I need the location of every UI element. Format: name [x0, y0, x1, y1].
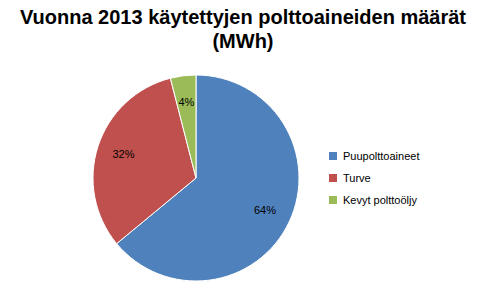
title-line: (MWh)	[212, 30, 273, 52]
data-labels: 64% 32% 4%	[112, 96, 276, 216]
legend-label: Kevyt polttoöljy	[343, 194, 417, 206]
chart-svg: Vuonna 2013 käytettyjen polttoaineiden m…	[0, 0, 486, 297]
data-label: 64%	[254, 204, 276, 216]
legend-label: Turve	[343, 172, 371, 184]
legend-label: Puupolttoaineet	[343, 150, 419, 162]
chart-container: Vuonna 2013 käytettyjen polttoaineiden m…	[0, 0, 486, 297]
pie-slice	[170, 75, 196, 178]
data-label: 32%	[112, 148, 134, 160]
title-line: Vuonna 2013 käytettyjen polttoaineiden m…	[20, 6, 466, 28]
legend-swatch	[329, 174, 337, 182]
chart-title: Vuonna 2013 käytettyjen polttoaineiden m…	[20, 6, 466, 52]
legend-swatch	[329, 152, 337, 160]
background	[0, 0, 486, 297]
pie	[93, 75, 299, 281]
pie-slice	[93, 78, 196, 243]
legend: Puupolttoaineet Turve Kevyt polttoöljy	[329, 150, 419, 206]
data-label: 4%	[178, 96, 194, 108]
legend-swatch	[329, 196, 337, 204]
